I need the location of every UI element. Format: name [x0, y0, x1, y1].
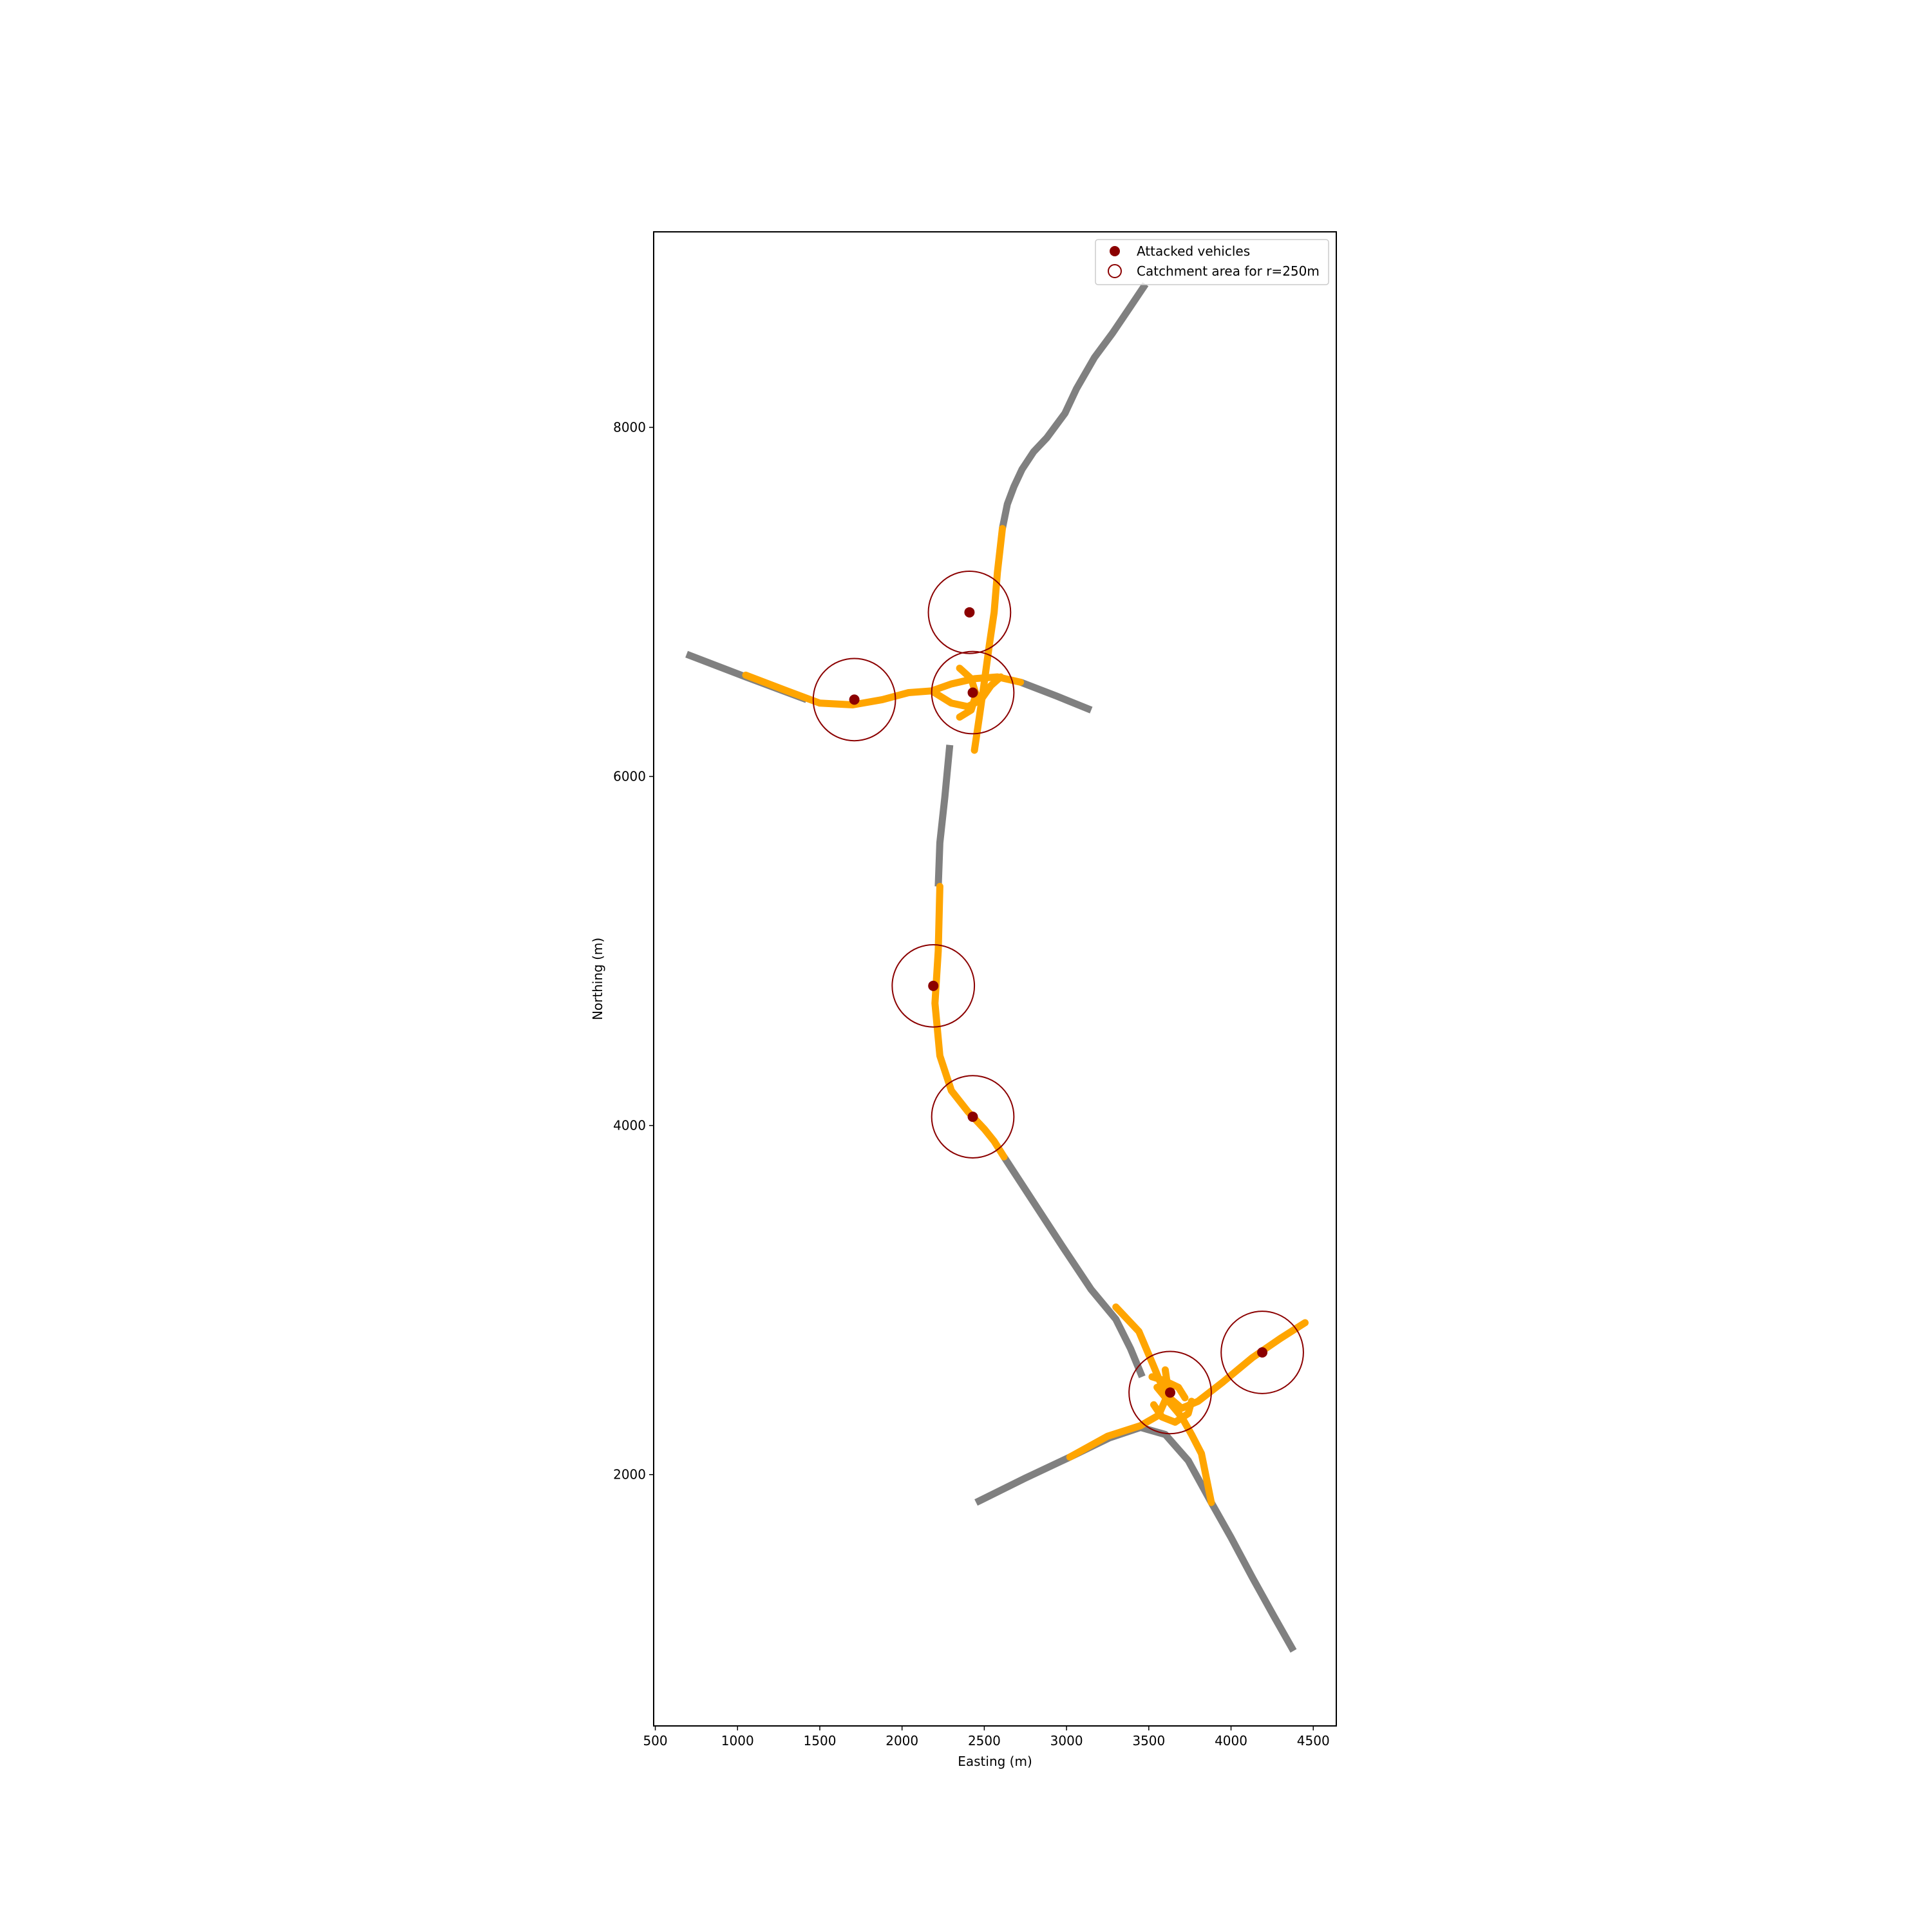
y-tick-label-0: 2000	[613, 1467, 646, 1482]
road-network	[685, 282, 1309, 1653]
road-segment-0	[999, 282, 1149, 529]
x-axis: 500 1000 1500 2000 2500 3000 3500 4000 4500	[643, 1726, 1330, 1748]
x-tick-label-6: 3500	[1132, 1733, 1165, 1748]
x-tick-label-1: 1000	[721, 1733, 754, 1748]
affected-road-segment-6	[1066, 1366, 1172, 1461]
catchment-circle-0	[927, 570, 1012, 654]
x-tick-label-4: 2500	[968, 1733, 1001, 1748]
road-segment-3	[934, 744, 954, 887]
catchment-circle-1	[812, 658, 896, 742]
road-segment-4	[1001, 1155, 1146, 1379]
x-tick-label-7: 4000	[1215, 1733, 1247, 1748]
x-tick-label-8: 4500	[1297, 1733, 1330, 1748]
y-axis-label: Northing (m)	[590, 938, 605, 1020]
attacked-point-2	[967, 687, 978, 698]
attacked-vehicle-points	[849, 607, 1268, 1398]
legend: Attacked vehicles Catchment area for r=2…	[1095, 239, 1329, 285]
x-tick-label-5: 3000	[1050, 1733, 1083, 1748]
legend-catchment-label: Catchment area for r=250m	[1137, 263, 1320, 279]
road-segment-2	[1019, 679, 1093, 714]
catchment-circle-4	[931, 1075, 1015, 1159]
plot-frame	[653, 231, 1337, 1727]
legend-attacked-label: Attacked vehicles	[1137, 243, 1250, 259]
catchment-circle-6	[1220, 1311, 1304, 1394]
legend-catchment-marker	[1108, 264, 1122, 278]
legend-box	[1095, 239, 1329, 285]
road-segment-5	[974, 1424, 1297, 1653]
x-tick-label-2: 1500	[804, 1733, 837, 1748]
affected-road-segment-0	[971, 525, 1006, 754]
x-axis-label: Easting (m)	[958, 1754, 1032, 1769]
affected-road-segment-9	[1148, 1373, 1189, 1401]
affected-road-segment-5	[1112, 1303, 1309, 1412]
catchment-circle-3	[891, 943, 976, 1028]
attacked-point-6	[1257, 1347, 1268, 1358]
y-tick-label-2: 6000	[613, 769, 646, 784]
x-tick-label-0: 500	[643, 1733, 667, 1748]
affected-road-segment-8	[1150, 1397, 1195, 1426]
y-tick-label-3: 8000	[613, 420, 646, 435]
attacked-point-5	[1165, 1387, 1176, 1398]
attacked-point-1	[849, 694, 860, 705]
catchment-areas	[812, 570, 1304, 1435]
attacked-point-4	[967, 1112, 978, 1122]
affected-road-segment-1	[742, 671, 1025, 708]
attacked-point-3	[928, 980, 939, 991]
affected-road-segment-7	[1153, 1383, 1215, 1506]
catchment-circle-5	[1128, 1350, 1212, 1435]
x-tick-label-3: 2000	[886, 1733, 918, 1748]
y-tick-label-1: 4000	[613, 1118, 646, 1133]
y-axis: 2000 4000 6000 8000	[613, 420, 654, 1482]
affected-road-segment-4	[931, 882, 1008, 1160]
attacked-point-0	[964, 607, 975, 618]
catchment-circle-2	[931, 650, 1015, 735]
legend-attacked-marker	[1110, 246, 1120, 256]
